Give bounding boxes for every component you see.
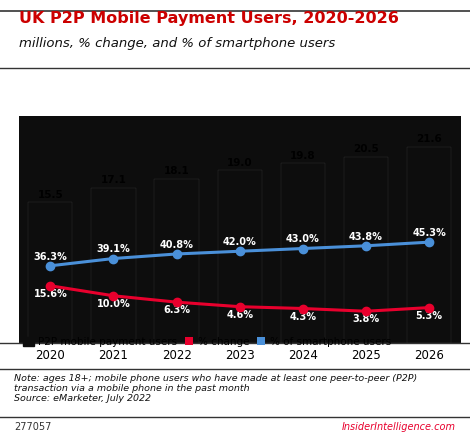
Text: 19.8: 19.8 bbox=[290, 151, 316, 161]
Text: millions, % change, and % of smartphone users: millions, % change, and % of smartphone … bbox=[19, 37, 335, 50]
Text: 5.3%: 5.3% bbox=[415, 311, 443, 321]
Text: Note: ages 18+; mobile phone users who have made at least one peer-to-peer (P2P): Note: ages 18+; mobile phone users who h… bbox=[14, 374, 417, 403]
Text: 10.0%: 10.0% bbox=[97, 299, 130, 309]
Text: 19.0: 19.0 bbox=[227, 158, 252, 168]
Bar bbox=[407, 147, 451, 343]
Text: 20.5: 20.5 bbox=[353, 145, 379, 154]
Text: 18.1: 18.1 bbox=[164, 166, 189, 176]
Text: 40.8%: 40.8% bbox=[160, 240, 194, 250]
Text: 3.8%: 3.8% bbox=[352, 314, 379, 324]
Text: 4.3%: 4.3% bbox=[290, 312, 316, 322]
Text: 45.3%: 45.3% bbox=[412, 228, 446, 238]
Text: 6.3%: 6.3% bbox=[163, 305, 190, 316]
Text: UK P2P Mobile Payment Users, 2020-2026: UK P2P Mobile Payment Users, 2020-2026 bbox=[19, 11, 399, 26]
Text: 15.6%: 15.6% bbox=[33, 289, 67, 299]
Text: 43.0%: 43.0% bbox=[286, 234, 320, 244]
Legend: P2P mobile payment users, % change, % of smartphone users: P2P mobile payment users, % change, % of… bbox=[19, 333, 396, 351]
Text: 39.1%: 39.1% bbox=[97, 244, 130, 254]
Bar bbox=[28, 202, 72, 343]
Text: 43.8%: 43.8% bbox=[349, 232, 383, 242]
Text: InsiderIntelligence.com: InsiderIntelligence.com bbox=[342, 422, 456, 432]
Text: 42.0%: 42.0% bbox=[223, 237, 257, 247]
Text: 4.6%: 4.6% bbox=[226, 310, 253, 320]
Text: 15.5: 15.5 bbox=[38, 190, 63, 200]
Text: 17.1: 17.1 bbox=[101, 175, 126, 185]
Text: 21.6: 21.6 bbox=[416, 135, 442, 145]
Text: 36.3%: 36.3% bbox=[33, 252, 67, 262]
Bar bbox=[155, 179, 199, 343]
Text: 277057: 277057 bbox=[14, 422, 52, 432]
Bar bbox=[218, 170, 262, 343]
Bar bbox=[344, 157, 388, 343]
Bar bbox=[281, 163, 325, 343]
Bar bbox=[91, 187, 135, 343]
